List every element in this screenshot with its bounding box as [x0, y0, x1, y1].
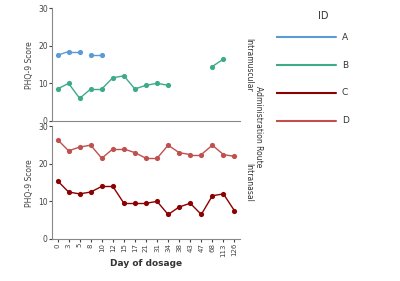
Point [76, 96, 83, 101]
Y-axis label: PHQ-9 Score: PHQ-9 Score [25, 159, 34, 207]
Point [165, 143, 171, 148]
Point [65, 81, 72, 86]
Text: C: C [342, 89, 348, 98]
Point [187, 201, 194, 205]
Point [54, 87, 61, 91]
Point [76, 145, 83, 149]
Point [88, 87, 94, 91]
Point [54, 137, 61, 142]
Point [198, 212, 204, 217]
Text: Intramuscular: Intramuscular [244, 38, 253, 92]
Point [231, 209, 238, 213]
Point [121, 74, 127, 78]
Point [98, 87, 105, 91]
X-axis label: Day of dosage: Day of dosage [110, 259, 182, 268]
Point [110, 147, 116, 151]
Point [198, 152, 204, 157]
Point [209, 64, 216, 69]
Point [220, 192, 227, 196]
Text: Intranasal: Intranasal [244, 163, 253, 202]
Point [98, 53, 105, 58]
Point [220, 152, 227, 157]
Point [209, 194, 216, 198]
Point [110, 184, 116, 189]
Point [98, 156, 105, 160]
Point [231, 154, 238, 159]
Point [176, 150, 182, 155]
Y-axis label: PHQ-9 Score: PHQ-9 Score [25, 41, 34, 89]
Point [65, 190, 72, 194]
Point [165, 83, 171, 87]
Point [132, 201, 138, 205]
Point [209, 143, 216, 148]
Point [220, 57, 227, 61]
Point [143, 83, 149, 87]
Point [121, 201, 127, 205]
Point [121, 147, 127, 151]
Point [165, 212, 171, 217]
Point [76, 49, 83, 54]
Point [88, 190, 94, 194]
Point [154, 81, 160, 86]
Point [88, 53, 94, 58]
Point [54, 53, 61, 58]
Point [132, 87, 138, 91]
Text: B: B [342, 61, 348, 70]
Point [76, 192, 83, 196]
Point [176, 205, 182, 209]
Text: ID: ID [318, 11, 328, 21]
Point [98, 184, 105, 189]
Point [110, 76, 116, 80]
Point [132, 150, 138, 155]
Point [65, 49, 72, 54]
Text: A: A [342, 33, 348, 42]
Point [88, 143, 94, 148]
Point [54, 178, 61, 183]
Point [187, 152, 194, 157]
Text: Administration Route: Administration Route [254, 86, 262, 167]
Point [154, 199, 160, 204]
Point [154, 156, 160, 160]
Text: D: D [342, 116, 349, 125]
Point [143, 201, 149, 205]
Point [65, 149, 72, 153]
Point [143, 156, 149, 160]
